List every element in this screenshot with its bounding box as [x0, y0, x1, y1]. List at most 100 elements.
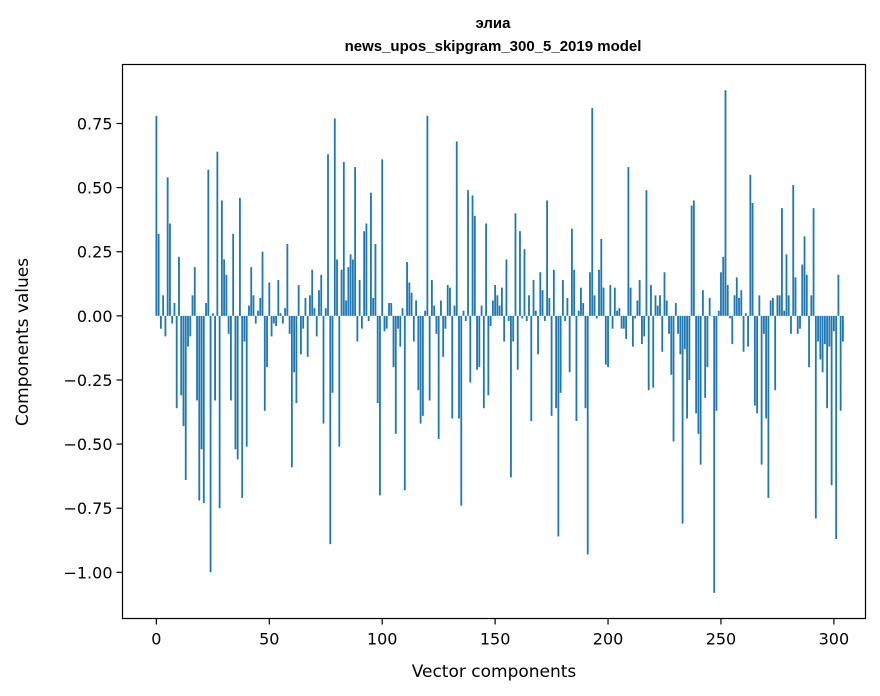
bar-64 [300, 315, 302, 355]
bar-163 [523, 249, 526, 316]
bar-8 [173, 303, 176, 316]
bar-142 [476, 315, 478, 370]
bar-36 [236, 315, 239, 460]
bar-62 [295, 315, 298, 404]
bar-31 [225, 274, 228, 316]
bar-224 [661, 315, 664, 352]
bar-37 [239, 197, 241, 316]
bar-150 [494, 285, 497, 316]
bar-200 [607, 315, 609, 368]
bar-159 [514, 213, 517, 316]
bar-191 [586, 315, 589, 555]
bar-268 [760, 315, 763, 465]
bar-148 [489, 315, 492, 327]
bar-6 [169, 223, 171, 316]
bar-50 [268, 282, 271, 316]
bar-235 [686, 315, 688, 419]
bar-29 [220, 200, 223, 316]
bar-61 [293, 315, 296, 373]
bar-204 [616, 310, 618, 316]
bar-271 [767, 315, 770, 498]
bar-261 [744, 313, 747, 316]
bar-300 [832, 315, 835, 332]
bar-228 [670, 315, 673, 375]
bar-146 [485, 223, 487, 316]
bar-69 [311, 269, 314, 316]
bar-172 [543, 315, 546, 321]
bar-10 [178, 256, 180, 316]
bar-30 [223, 259, 226, 316]
bar-205 [618, 308, 621, 316]
bar-114 [412, 315, 415, 342]
bar-234 [683, 315, 686, 350]
x-axis-label: Vector components [412, 662, 577, 682]
bar-278 [783, 310, 786, 316]
bar-14 [187, 315, 189, 347]
bar-46 [259, 297, 262, 316]
bar-94 [367, 315, 370, 321]
bar-178 [557, 315, 560, 537]
bar-122 [430, 279, 433, 316]
bar-284 [796, 315, 799, 334]
y-tick-label: 0.75 [77, 114, 113, 133]
bar-299 [830, 315, 833, 486]
bar-51 [270, 315, 273, 337]
bar-257 [735, 277, 738, 316]
bar-293 [817, 315, 819, 342]
bar-89 [356, 315, 359, 342]
y-tick-label: 0.25 [77, 243, 113, 262]
bar-84 [345, 300, 347, 316]
bar-23 [207, 169, 210, 316]
bar-183 [568, 315, 571, 373]
bar-97 [374, 244, 377, 316]
bar-68 [309, 295, 311, 316]
bar-27 [216, 151, 219, 316]
x-tick-label: 150 [480, 630, 511, 649]
bar-135 [460, 315, 463, 506]
bar-222 [656, 305, 659, 316]
bar-263 [749, 174, 752, 316]
bar-243 [704, 315, 707, 398]
bar-52 [272, 315, 275, 324]
bar-58 [286, 244, 289, 316]
bar-19 [198, 315, 201, 501]
bar-177 [555, 315, 558, 409]
x-tick-label: 100 [367, 630, 398, 649]
bar-302 [837, 274, 840, 316]
x-tick-label: 250 [706, 630, 737, 649]
bar-32 [227, 315, 230, 334]
bar-53 [275, 315, 277, 327]
bar-174 [548, 297, 551, 316]
bar-216 [643, 315, 646, 337]
bar-42 [250, 267, 253, 316]
bar-74 [322, 315, 325, 424]
bar-54 [277, 279, 280, 316]
bar-56 [281, 315, 284, 324]
bar-48 [263, 315, 266, 411]
bar-105 [392, 315, 395, 368]
bar-291 [812, 208, 815, 316]
bar-100 [381, 159, 384, 316]
bar-187 [577, 310, 580, 316]
bar-103 [388, 303, 390, 316]
bar-125 [437, 315, 440, 439]
bar-128 [444, 315, 447, 329]
bar-225 [663, 272, 666, 316]
bar-215 [641, 315, 643, 345]
bar-59 [288, 315, 291, 334]
bar-181 [564, 315, 567, 321]
bar-79 [333, 118, 336, 316]
x-tick-label: 300 [819, 630, 850, 649]
bar-253 [726, 285, 729, 316]
bar-55 [279, 313, 282, 316]
bar-57 [284, 308, 287, 316]
bar-67 [306, 315, 309, 357]
bar-237 [690, 205, 693, 316]
bar-260 [742, 315, 745, 352]
bar-169 [537, 315, 539, 355]
chart-subtitle: news_upos_skipgram_300_5_2019 model [345, 38, 642, 55]
bar-303 [839, 315, 842, 411]
bar-124 [435, 315, 438, 334]
bar-123 [433, 305, 436, 316]
bar-104 [390, 303, 393, 316]
